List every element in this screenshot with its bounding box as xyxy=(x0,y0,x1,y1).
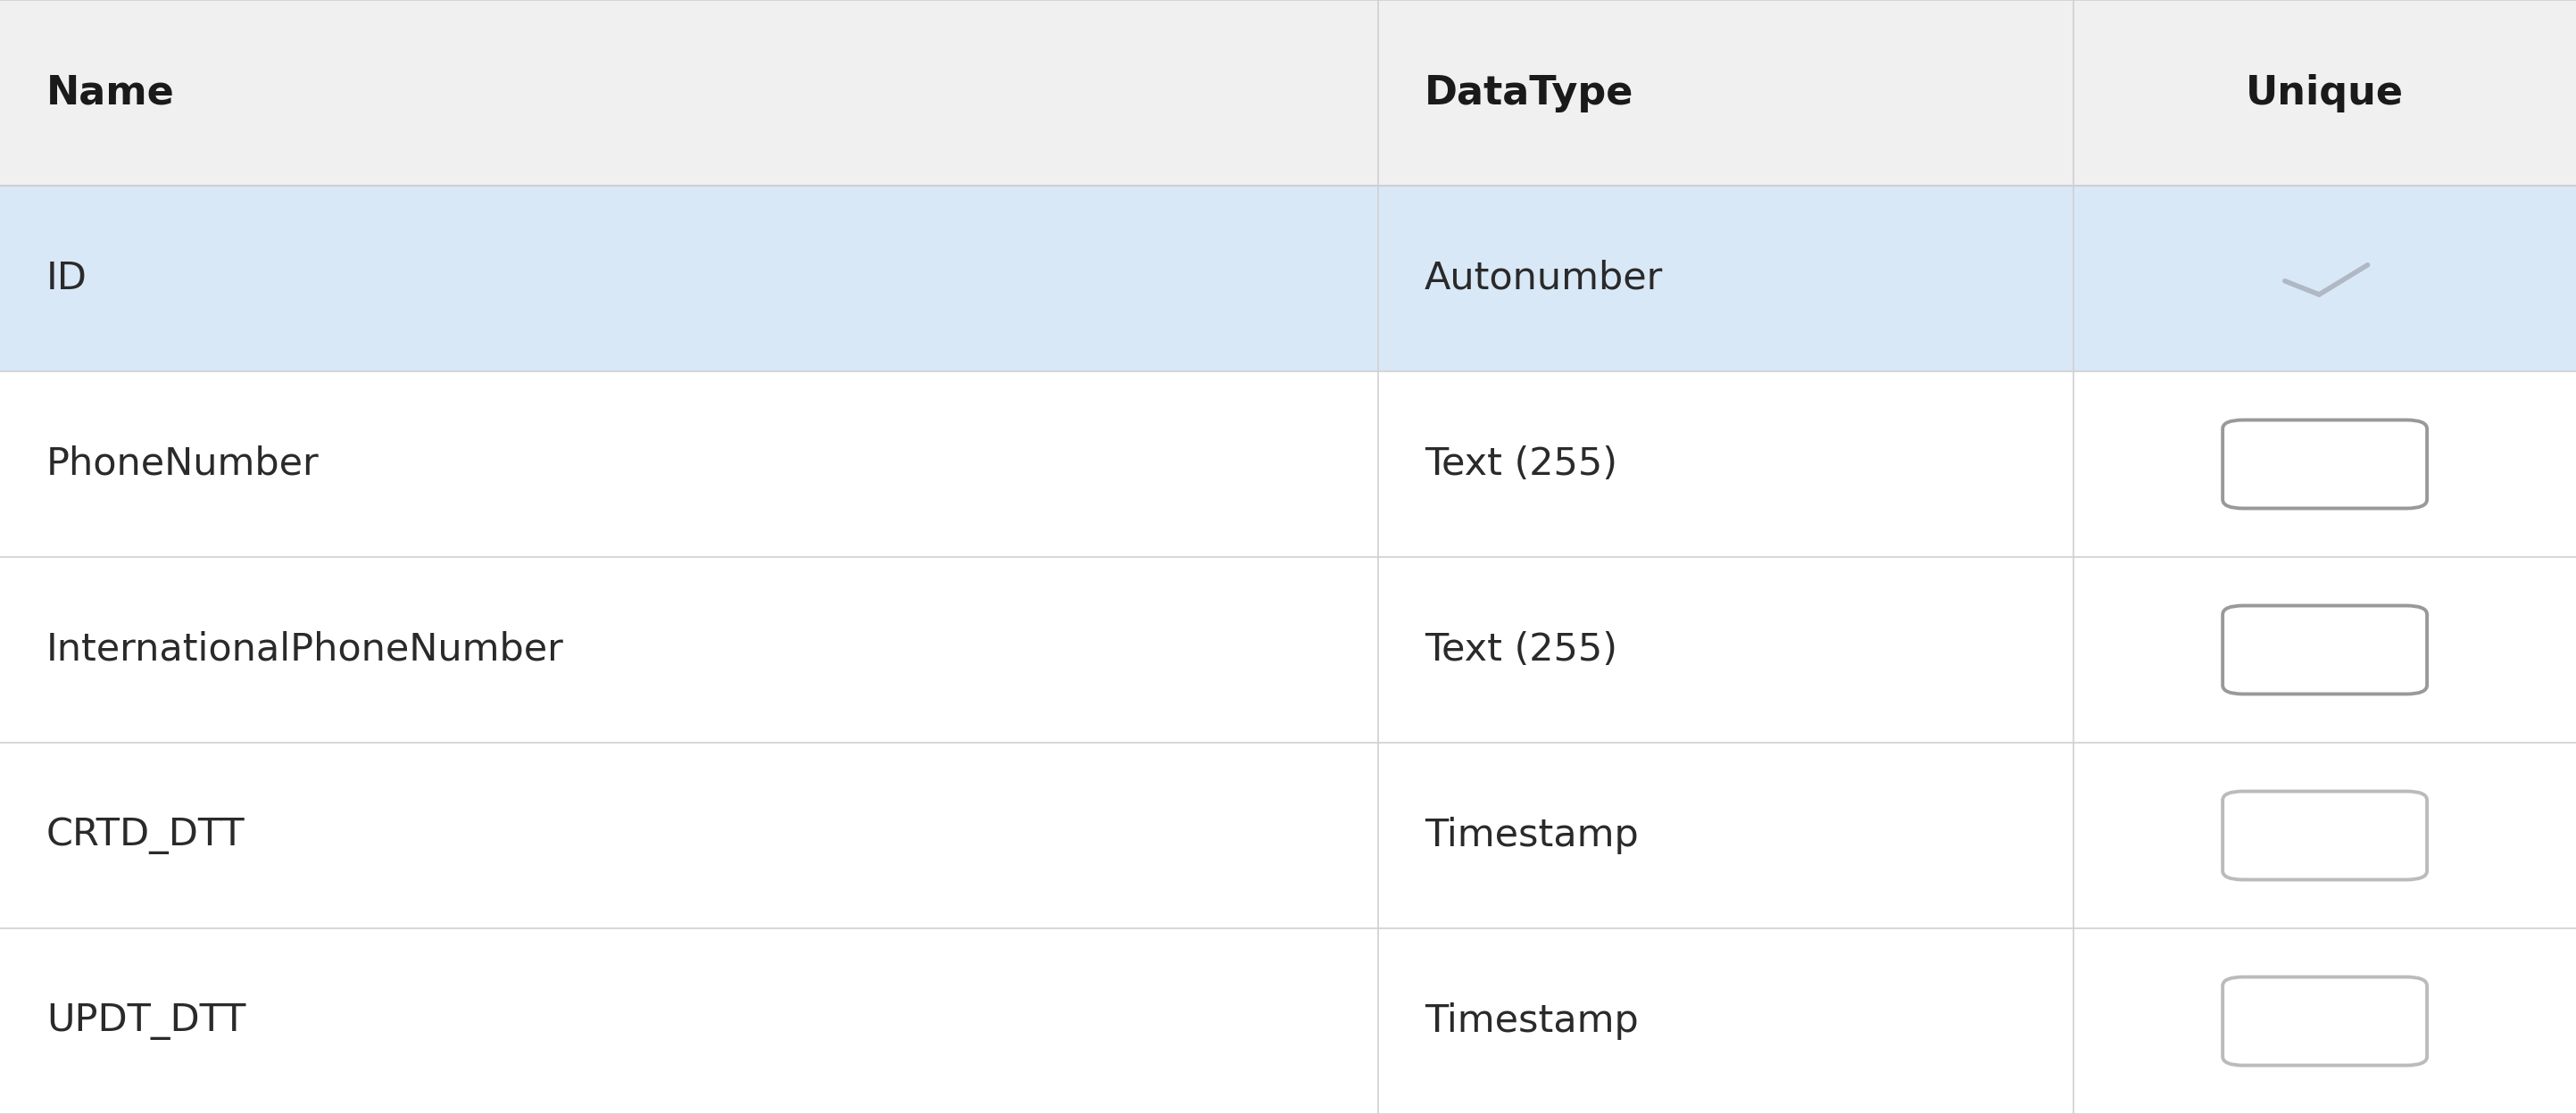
Text: Name: Name xyxy=(46,74,175,113)
Text: UPDT_DTT: UPDT_DTT xyxy=(46,1003,245,1039)
Text: PhoneNumber: PhoneNumber xyxy=(46,446,319,482)
Text: ID: ID xyxy=(46,260,88,297)
Text: CRTD_DTT: CRTD_DTT xyxy=(46,817,245,854)
Text: Text (255): Text (255) xyxy=(1425,632,1618,668)
FancyBboxPatch shape xyxy=(2223,791,2427,880)
Text: DataType: DataType xyxy=(1425,74,1633,113)
Bar xyxy=(0,928,2576,1114)
FancyBboxPatch shape xyxy=(2223,234,2427,323)
Text: Timestamp: Timestamp xyxy=(1425,1003,1638,1039)
Bar xyxy=(0,186,2576,371)
Text: Text (255): Text (255) xyxy=(1425,446,1618,482)
Text: Autonumber: Autonumber xyxy=(1425,260,1664,297)
Text: Unique: Unique xyxy=(2246,74,2403,113)
Bar xyxy=(0,743,2576,928)
FancyBboxPatch shape xyxy=(2223,977,2427,1065)
Bar xyxy=(0,0,2576,186)
Bar xyxy=(0,557,2576,743)
Text: InternationalPhoneNumber: InternationalPhoneNumber xyxy=(46,632,564,668)
Bar xyxy=(0,371,2576,557)
FancyBboxPatch shape xyxy=(2223,420,2427,508)
FancyBboxPatch shape xyxy=(2223,606,2427,694)
Text: Timestamp: Timestamp xyxy=(1425,817,1638,854)
